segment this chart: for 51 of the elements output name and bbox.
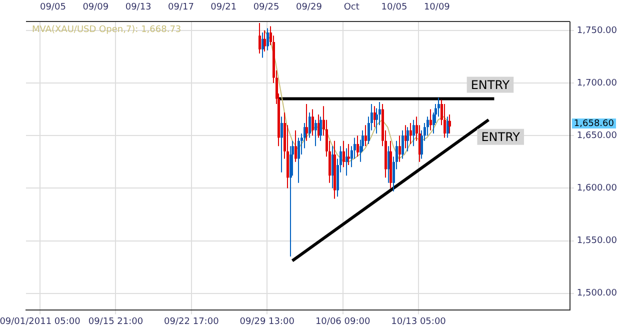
x-tick-label: 09/15 21:00 xyxy=(88,316,144,327)
candlestick xyxy=(412,119,415,147)
candlestick xyxy=(320,116,322,142)
candlestick xyxy=(306,104,308,142)
text: 10/09 xyxy=(424,2,450,12)
candlestick xyxy=(294,130,297,162)
candlestick xyxy=(298,137,300,184)
candlestick xyxy=(312,108,314,136)
candlestick xyxy=(308,112,311,138)
candlestick xyxy=(406,126,409,152)
x-tick-label: 09/29 13:00 xyxy=(240,316,295,327)
y-tick-label: 1,700.00 xyxy=(576,78,618,88)
x-tick-label: 10/13 05:00 xyxy=(391,316,446,327)
candlestick xyxy=(346,148,348,176)
candlestick xyxy=(364,124,367,147)
candlestick xyxy=(258,22,261,54)
x-tick-label: 09/01/2011 05:00 xyxy=(0,316,81,327)
annotation: ENTRY xyxy=(481,130,521,144)
candlestick xyxy=(448,114,451,134)
candlestick xyxy=(446,116,449,138)
annotation: ENTRY xyxy=(470,78,510,92)
candlestick xyxy=(264,30,266,52)
y-tick-label: 1,600.00 xyxy=(576,184,618,194)
candlestick xyxy=(410,122,412,145)
candlestick xyxy=(398,135,401,162)
candlestick xyxy=(444,104,446,138)
candlestick xyxy=(266,28,269,51)
text: 09/09 xyxy=(82,2,109,12)
text: 09/29 xyxy=(296,2,322,12)
text: 09/21 xyxy=(210,2,237,12)
candlestick xyxy=(280,116,283,173)
candlestick xyxy=(342,140,345,168)
x-tick-label: 09/22 17:00 xyxy=(164,316,220,327)
text: 1,658.60 xyxy=(574,118,614,129)
y-tick-label: 1,650.00 xyxy=(576,130,618,141)
candlestick xyxy=(356,135,359,158)
y-tick-label: 1,550.00 xyxy=(576,236,618,246)
text: 10/05 xyxy=(381,2,408,12)
y-tick-label: 1,750.00 xyxy=(576,26,618,36)
text: 09/13 xyxy=(125,2,152,12)
text: MVA(XAU/USD Open,7): 1,668.73 xyxy=(32,24,182,35)
text: Oct xyxy=(344,2,360,12)
x-tick-label: 10/06 09:00 xyxy=(315,316,370,327)
y-tick-label: 1,500.00 xyxy=(576,288,618,299)
candlestick xyxy=(402,130,404,160)
candlestick xyxy=(348,144,350,166)
text: 09/05 xyxy=(40,2,66,12)
candlestick xyxy=(314,119,317,147)
candlestick xyxy=(430,108,432,131)
text: 09/17 xyxy=(168,2,194,12)
text: 09/25 xyxy=(253,2,280,12)
